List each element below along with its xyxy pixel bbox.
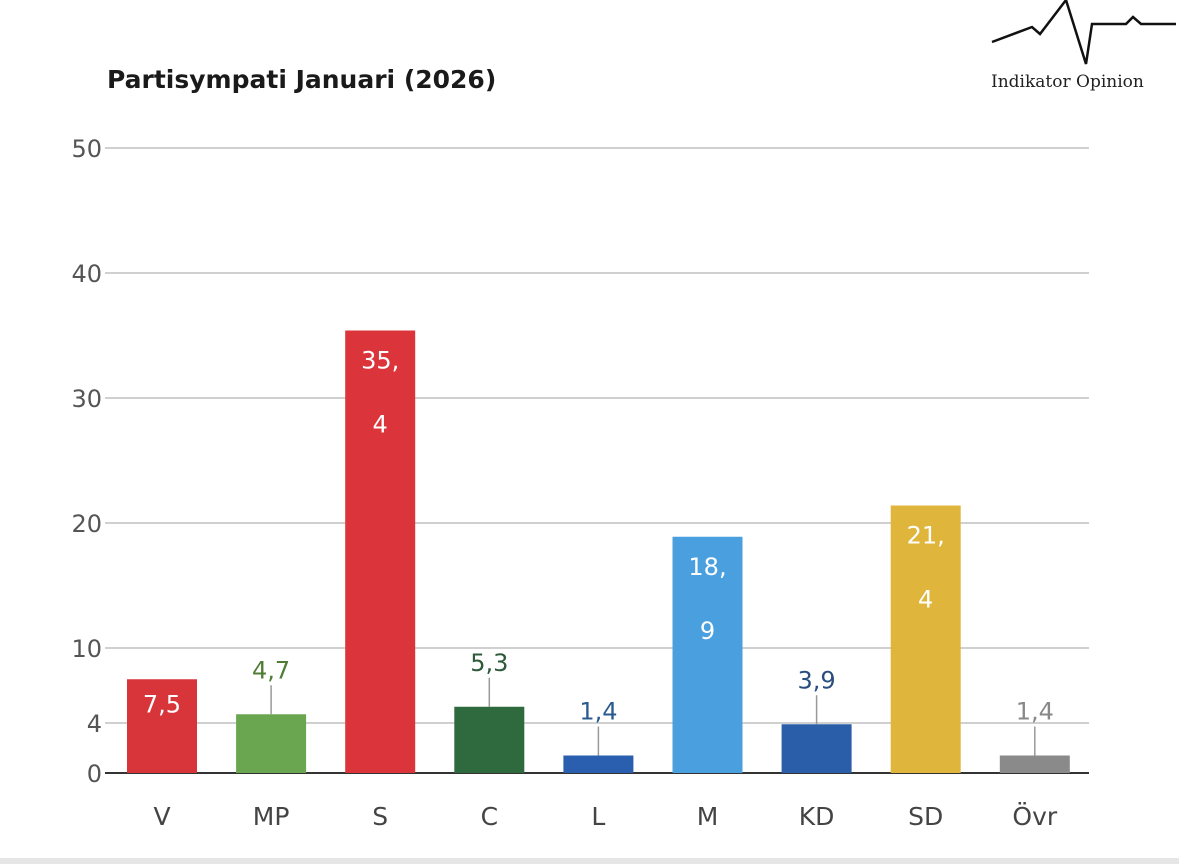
x-tick-label: S [372,802,388,831]
data-label: 18, 9 [688,553,726,645]
y-tick-label: 0 [87,760,102,788]
bar-v [127,679,197,773]
bar-sd [890,505,961,773]
x-tick-label: M [697,802,719,831]
y-tick-label: 20 [71,510,102,538]
logo-text: Indikator Opinion [991,72,1144,92]
logo: Indikator Opinion [991,0,1176,92]
y-tick-label: 50 [71,135,102,163]
bar-s [345,330,416,773]
data-label: 4,7 [252,656,290,684]
x-tick-label: MP [253,802,290,831]
x-tick-label: SD [908,802,943,831]
y-tick-label: 30 [71,385,102,413]
chart-title: Partisympati Januari (2026) [107,65,496,94]
y-tick-label: 10 [71,635,102,663]
x-tick-label: C [481,802,498,831]
data-label: 3,9 [798,666,836,694]
x-tick-label: L [591,802,605,831]
x-tick-label: V [153,802,170,831]
data-label: 35, 4 [361,347,399,439]
y-tick-label: 4 [87,710,102,738]
data-label: 21, 4 [907,522,945,614]
bar-kd [781,724,852,773]
bar-l [563,755,634,773]
bar-m [672,536,743,773]
data-label: 1,4 [579,698,617,726]
data-label: 5,3 [470,649,508,677]
logo-pulse-line [991,0,1176,65]
bar-c [454,706,525,773]
data-label: 7,5 [143,690,181,718]
x-tick-label: Övr [1012,802,1057,831]
bottom-divider [0,858,1179,864]
bar-övr [999,755,1070,773]
x-tick-label: KD [799,802,835,831]
bar-mp [236,714,307,773]
data-label: 1,4 [1016,698,1054,726]
y-tick-label: 40 [71,260,102,288]
